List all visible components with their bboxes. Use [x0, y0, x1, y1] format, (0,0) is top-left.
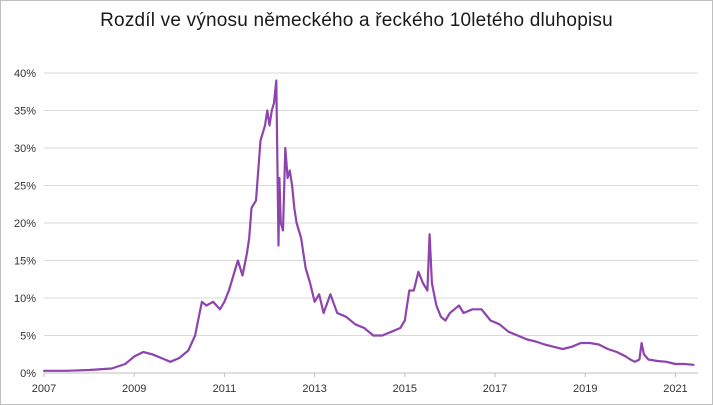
x-tick-label: 2011	[213, 383, 237, 395]
y-tick-label: 25%	[14, 181, 36, 193]
y-tick-label: 10%	[14, 293, 36, 305]
y-axis-ticks: 0% 5% 10% 15% 20% 25% 30% 35% 40%	[14, 68, 36, 380]
x-tick-label: 2021	[663, 383, 687, 395]
y-tick-label: 15%	[14, 256, 36, 268]
x-tick-label: 2015	[393, 383, 417, 395]
x-tick-label: 2009	[122, 383, 146, 395]
y-tick-label: 5%	[20, 331, 36, 343]
series-group	[42, 79, 695, 372]
x-axis-ticks: 2007 2009 2011 2013 2015 2017 2019 2021	[32, 373, 688, 395]
x-tick-label: 2007	[32, 383, 56, 395]
x-tick-label: 2019	[573, 383, 597, 395]
x-tick-label: 2013	[302, 383, 326, 395]
x-tick-label: 2017	[483, 383, 507, 395]
spread-series-line	[42, 79, 695, 372]
y-tick-label: 30%	[14, 143, 36, 155]
y-tick-label: 40%	[14, 68, 36, 80]
y-tick-label: 35%	[14, 106, 36, 118]
y-tick-label: 0%	[20, 368, 36, 380]
gridlines	[44, 72, 698, 374]
chart-title: Rozdíl ve výnosu německého a řeckého 10l…	[100, 10, 613, 31]
y-tick-label: 20%	[14, 218, 36, 230]
